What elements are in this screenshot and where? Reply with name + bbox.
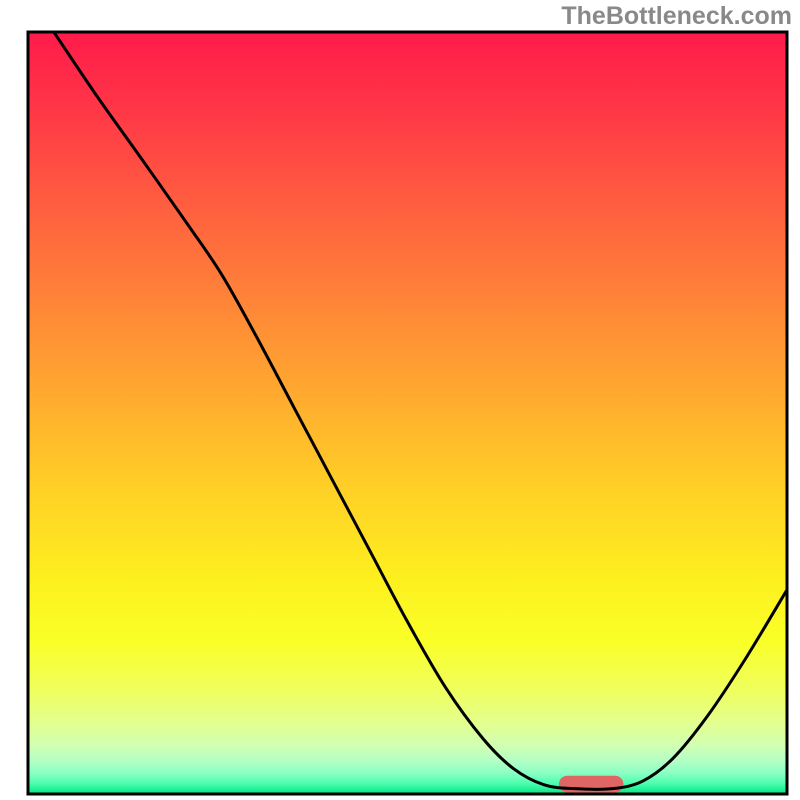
plot-background-gradient bbox=[28, 32, 787, 794]
watermark-text: TheBottleneck.com bbox=[561, 2, 792, 30]
bottleneck-chart: TheBottleneck.com bbox=[0, 0, 800, 800]
